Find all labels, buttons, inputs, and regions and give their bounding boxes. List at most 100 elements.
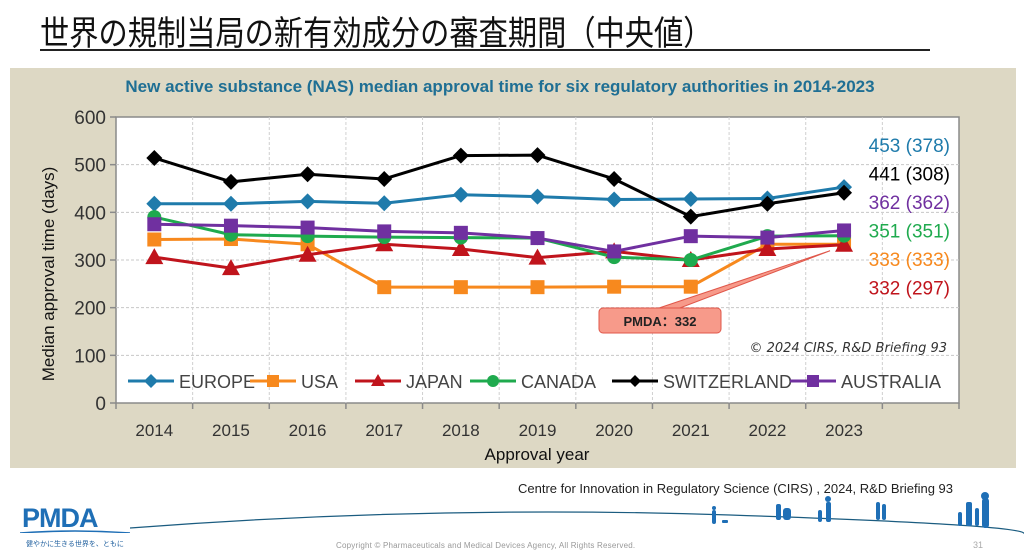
data-point-triangle bbox=[221, 259, 240, 276]
x-tick-label: 2015 bbox=[212, 421, 250, 440]
data-point-triangle bbox=[451, 240, 470, 257]
y-tick-label: 200 bbox=[74, 299, 106, 320]
x-axis-label: Approval year bbox=[485, 445, 590, 464]
data-point-square bbox=[530, 280, 545, 295]
end-label-canada: 351 (351) bbox=[869, 222, 950, 243]
data-point-diamond bbox=[529, 147, 546, 164]
legend-label: CANADA bbox=[521, 372, 596, 392]
series-line bbox=[154, 222, 845, 253]
people-silhouettes-icon bbox=[712, 492, 989, 528]
data-point-diamond bbox=[682, 208, 699, 225]
data-point-diamond bbox=[629, 375, 641, 387]
data-point-diamond bbox=[222, 195, 239, 212]
logo-arc bbox=[20, 530, 130, 533]
y-tick-label: 600 bbox=[74, 108, 106, 129]
data-point-square bbox=[453, 225, 468, 240]
legend-label: EUROPE bbox=[179, 372, 255, 392]
data-point-circle bbox=[487, 375, 499, 387]
y-tick-label: 500 bbox=[74, 156, 106, 177]
x-axis-ticks: 2014 2015 2016 2017 2018 2019 2020 2021 2022 2023 bbox=[115, 403, 960, 440]
x-tick-label: 2023 bbox=[825, 421, 863, 440]
copyright: Copyright © Pharmaceuticals and Medical … bbox=[336, 541, 636, 550]
data-point-triangle bbox=[758, 240, 777, 257]
data-point-triangle bbox=[298, 245, 317, 262]
data-point-triangle bbox=[528, 248, 547, 265]
data-point-triangle bbox=[145, 248, 164, 265]
data-point-diamond bbox=[299, 166, 316, 183]
legend: EUROPE USA JAPAN CANADA SWITZERLAND AUSTRALIA bbox=[128, 372, 941, 392]
x-tick-label: 2017 bbox=[365, 421, 403, 440]
x-tick-label: 2022 bbox=[748, 421, 786, 440]
data-point-square bbox=[377, 224, 392, 239]
footer-decoration bbox=[130, 492, 1024, 535]
x-tick-label: 2019 bbox=[519, 421, 557, 440]
slide-title: 世界の規制当局の新有効成分の審査期間（中央値） bbox=[40, 14, 713, 54]
data-point-diamond bbox=[452, 186, 469, 203]
data-point-diamond bbox=[376, 170, 393, 187]
series-layer bbox=[145, 147, 854, 295]
end-label-usa: 333 (333) bbox=[869, 250, 950, 271]
series-japan bbox=[145, 235, 854, 276]
series-europe bbox=[146, 179, 853, 212]
y-tick-label: 300 bbox=[74, 251, 106, 272]
x-tick-label: 2020 bbox=[595, 421, 633, 440]
data-point-square bbox=[453, 280, 468, 295]
data-point-square bbox=[267, 375, 279, 387]
data-point-diamond bbox=[299, 193, 316, 210]
data-point-diamond bbox=[682, 190, 699, 207]
chart-credit: © 2024 CIRS, R&D Briefing 93 bbox=[749, 341, 947, 356]
data-point-diamond bbox=[606, 191, 623, 208]
callout-box bbox=[598, 307, 722, 334]
data-point-square bbox=[223, 218, 238, 233]
source-citation: Centre for Innovation in Regulatory Scie… bbox=[518, 481, 953, 496]
end-label-japan: 332 (297) bbox=[869, 279, 950, 300]
y-axis-ticks: 0 100 200 300 400 500 600 bbox=[74, 108, 116, 415]
data-point-triangle bbox=[371, 374, 385, 386]
series-line bbox=[153, 215, 845, 262]
data-point-square bbox=[807, 375, 819, 387]
end-label-switzerland: 441 (308) bbox=[869, 165, 950, 186]
pmda-tagline: 健やかに生きる世界を、ともに bbox=[26, 540, 124, 548]
y-tick-label: 0 bbox=[95, 394, 106, 415]
y-tick-label: 400 bbox=[74, 203, 106, 224]
end-labels: 453 (378) 441 (308) 362 (362) 351 (351) 333 … bbox=[869, 136, 950, 300]
legend-label: JAPAN bbox=[406, 372, 463, 392]
end-label-europe: 453 (378) bbox=[869, 136, 950, 157]
data-point-diamond bbox=[606, 170, 623, 187]
legend-item-australia: AUSTRALIA bbox=[790, 372, 941, 392]
data-point-triangle bbox=[835, 235, 854, 252]
callout-text: PMDA：332 bbox=[624, 314, 697, 329]
data-point-square bbox=[147, 217, 162, 232]
chart-panel: New active substance (NAS) median approv… bbox=[10, 68, 1016, 468]
data-point-square bbox=[377, 280, 392, 295]
title-underline bbox=[40, 49, 930, 51]
data-point-diamond bbox=[759, 195, 776, 212]
data-point-square bbox=[607, 279, 622, 294]
legend-item-europe: EUROPE bbox=[128, 372, 255, 392]
series-line bbox=[153, 153, 845, 219]
series-line bbox=[154, 237, 845, 289]
data-point-square bbox=[530, 231, 545, 246]
y-tick-label: 100 bbox=[74, 346, 106, 367]
data-point-diamond bbox=[222, 173, 239, 190]
data-point-square bbox=[760, 230, 775, 245]
data-point-diamond bbox=[836, 184, 853, 201]
data-point-square bbox=[147, 232, 162, 247]
pmda-callout: PMDA：332 bbox=[598, 250, 831, 334]
x-tick-label: 2014 bbox=[135, 421, 173, 440]
y-axis-label: Median approval time (days) bbox=[39, 167, 58, 381]
x-tick-label: 2018 bbox=[442, 421, 480, 440]
data-point-square bbox=[300, 220, 315, 235]
data-point-square bbox=[837, 223, 852, 238]
series-line bbox=[154, 185, 845, 206]
data-point-square bbox=[607, 244, 622, 259]
data-point-diamond bbox=[529, 188, 546, 205]
x-tick-label: 2021 bbox=[672, 421, 710, 440]
data-point-diamond bbox=[452, 147, 469, 164]
page-number: 31 bbox=[973, 540, 984, 550]
data-point-diamond bbox=[144, 374, 158, 388]
x-tick-label: 2016 bbox=[289, 421, 327, 440]
data-point-circle bbox=[683, 253, 698, 267]
data-point-diamond bbox=[376, 195, 393, 212]
series-switzerland bbox=[146, 147, 853, 225]
